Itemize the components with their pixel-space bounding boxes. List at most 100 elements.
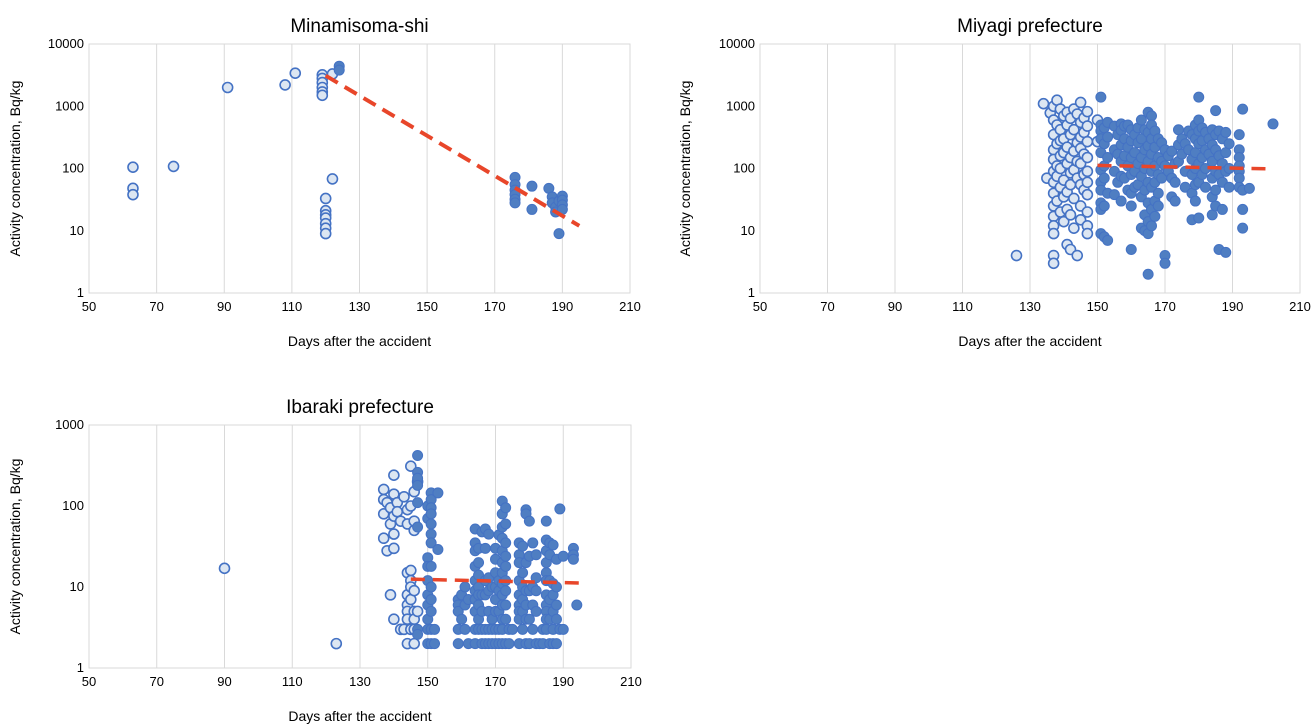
- data-point-filled: [1210, 105, 1222, 117]
- y-tick-label: 100: [62, 498, 84, 513]
- x-tick-label: 90: [217, 299, 231, 314]
- data-point-open: [279, 79, 291, 91]
- data-point-filled: [1216, 203, 1228, 215]
- data-point-filled: [412, 497, 424, 509]
- data-point-open: [1047, 227, 1060, 240]
- data-point-open: [1081, 135, 1094, 148]
- data-point-open: [1081, 151, 1094, 164]
- data-point-filled: [1152, 200, 1164, 212]
- data-point-filled: [554, 503, 566, 515]
- data-point-filled: [1243, 182, 1255, 194]
- data-point-filled: [526, 203, 538, 215]
- data-point-filled: [412, 479, 424, 491]
- data-point-filled: [1152, 187, 1164, 199]
- x-tick-label: 210: [1289, 299, 1311, 314]
- data-point-filled: [483, 528, 495, 540]
- data-point-filled: [500, 518, 512, 530]
- x-tick-label: 130: [349, 299, 371, 314]
- data-point-open: [377, 532, 390, 545]
- data-point-open: [221, 81, 234, 94]
- data-point-open: [388, 613, 400, 626]
- data-point-filled: [412, 450, 424, 462]
- y-tick-label: 1000: [726, 98, 755, 113]
- data-point-filled: [500, 585, 512, 597]
- data-point-filled: [1098, 172, 1110, 184]
- data-point-open: [1081, 206, 1094, 218]
- data-point-filled: [1237, 203, 1249, 215]
- data-point-filled: [526, 180, 538, 192]
- x-tick-label: 130: [349, 674, 371, 689]
- data-point-open: [388, 528, 400, 540]
- data-point-filled: [1233, 172, 1245, 184]
- data-point-filled: [1173, 124, 1184, 136]
- y-tick-label: 1000: [55, 417, 84, 432]
- x-tick-label: 130: [1019, 299, 1041, 314]
- y-tick-label: 10000: [719, 36, 755, 51]
- data-point-filled: [1169, 195, 1181, 207]
- data-point-filled: [1169, 176, 1181, 188]
- data-point-filled: [1223, 138, 1235, 150]
- data-point-filled: [425, 560, 437, 572]
- data-point-open: [218, 562, 231, 575]
- x-tick-label: 150: [416, 299, 438, 314]
- data-point-filled: [557, 550, 569, 562]
- data-point-open: [1057, 215, 1070, 228]
- data-point-filled: [503, 638, 515, 650]
- data-point-filled: [412, 628, 424, 640]
- data-point-open: [1068, 192, 1080, 205]
- data-point-open: [388, 469, 400, 482]
- data-point-open: [127, 188, 139, 201]
- data-point-open: [1074, 96, 1087, 109]
- y-tick-label: 100: [62, 161, 84, 176]
- trend-line: [1097, 163, 1267, 171]
- x-tick-label: 90: [888, 299, 902, 314]
- data-point-open: [405, 564, 417, 577]
- data-point-open: [316, 89, 329, 102]
- x-tick-label: 110: [952, 299, 973, 314]
- data-point-open: [330, 637, 343, 650]
- data-point-filled: [1179, 181, 1191, 193]
- data-point-filled: [1166, 145, 1178, 157]
- data-point-open: [1037, 97, 1050, 110]
- x-tick-label: 190: [1222, 299, 1244, 314]
- plot-area: [88, 424, 632, 669]
- data-point-filled: [425, 605, 437, 617]
- data-point-filled: [1193, 212, 1205, 224]
- data-point-filled: [567, 553, 579, 565]
- data-point-filled: [1098, 200, 1110, 212]
- data-point-open: [391, 505, 404, 518]
- data-point-filled: [1193, 91, 1205, 103]
- data-point-filled: [517, 540, 529, 552]
- data-point-open: [384, 589, 397, 601]
- data-point-open: [408, 584, 421, 597]
- data-point-filled: [517, 567, 529, 579]
- x-tick-label: 150: [417, 674, 439, 689]
- data-point-filled: [550, 638, 562, 650]
- data-point-filled: [547, 539, 559, 551]
- data-point-filled: [429, 638, 441, 650]
- data-point-filled: [1102, 152, 1114, 164]
- trend-line: [324, 73, 581, 228]
- x-axis-label: Days after the accident: [288, 708, 431, 724]
- data-point-filled: [1102, 234, 1114, 246]
- y-tick-label: 1000: [55, 98, 84, 113]
- y-tick-label: 10: [70, 223, 84, 238]
- x-tick-label: 190: [552, 299, 574, 314]
- data-point-filled: [1237, 103, 1249, 115]
- x-tick-label: 50: [82, 674, 96, 689]
- x-tick-label: 210: [620, 674, 642, 689]
- chart-title: Miyagi prefecture: [957, 16, 1103, 37]
- x-tick-label: 210: [619, 299, 641, 314]
- data-point-filled: [517, 623, 529, 635]
- x-tick-label: 170: [484, 299, 506, 314]
- data-point-filled: [1223, 181, 1235, 193]
- data-point-open: [1081, 120, 1094, 132]
- x-tick-label: 70: [820, 299, 834, 314]
- data-point-open: [1071, 249, 1084, 262]
- x-tick-label: 90: [217, 674, 231, 689]
- data-point-filled: [425, 508, 437, 520]
- data-point-filled: [1189, 195, 1201, 207]
- data-point-open: [1081, 165, 1094, 178]
- data-point-filled: [459, 581, 471, 593]
- data-point-open: [405, 460, 417, 472]
